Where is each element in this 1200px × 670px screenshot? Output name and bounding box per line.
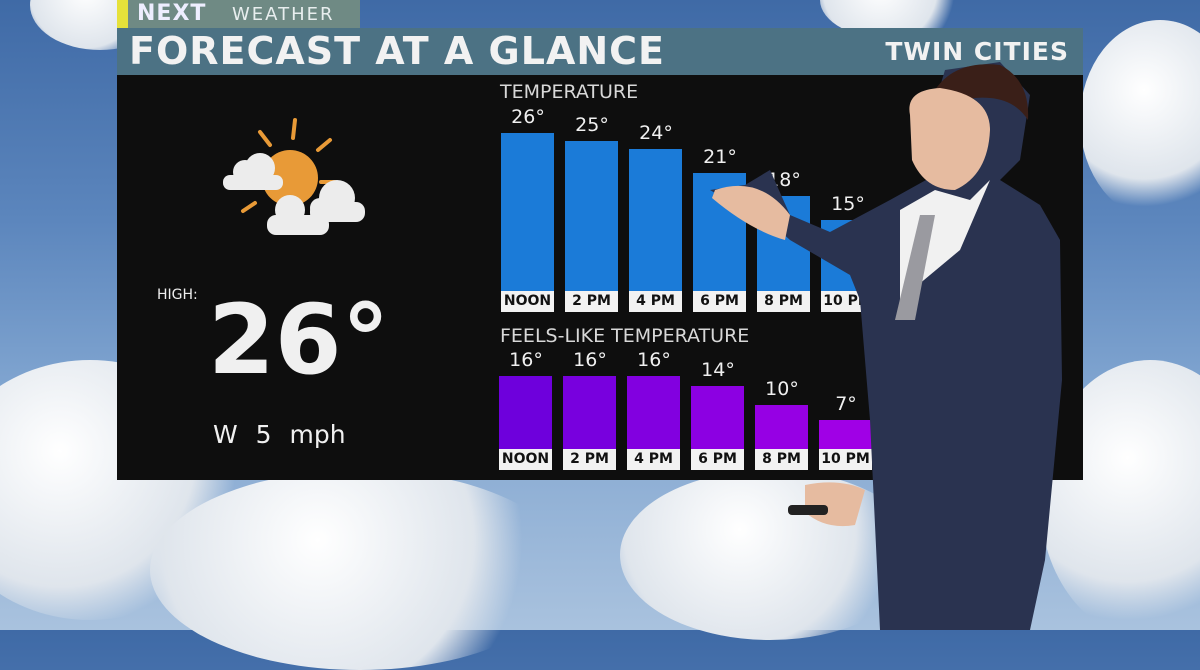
feels-like-value-label: 14° xyxy=(701,358,735,381)
temperature-time-label: NOON xyxy=(501,291,554,312)
feels-like-time-label: NOON xyxy=(499,449,552,470)
accent-bar xyxy=(117,0,128,28)
feels-like-bar xyxy=(819,419,872,449)
temperature-time-label: 4 PM xyxy=(629,291,682,312)
partly-sunny-icon xyxy=(223,118,365,235)
wind-readout: W 5 mph xyxy=(213,420,346,449)
feels-like-bar xyxy=(499,376,552,449)
feels-like-value-label: 7° xyxy=(835,392,857,415)
temperature-time-label: 2 PM xyxy=(565,291,618,312)
feels-like-time-label: 2 PM xyxy=(563,449,616,470)
feels-like-bar xyxy=(755,405,808,449)
temperature-time-label: 8 PM xyxy=(757,291,810,312)
feels-like-time-label: 8 PM xyxy=(755,449,808,470)
feels-like-value-label: 16° xyxy=(573,349,607,372)
temperature-time-label: 6 PM xyxy=(693,291,746,312)
temperature-value-label: 21° xyxy=(703,145,737,168)
feels-like-value-label: 16° xyxy=(509,349,543,372)
temperature-bar xyxy=(501,133,554,291)
feels-like-bar xyxy=(627,376,680,449)
temperature-chart-title: TEMPERATURE xyxy=(500,81,639,103)
temperature-bar xyxy=(629,148,682,291)
high-label: HIGH: xyxy=(157,287,198,303)
feels-like-time-label: 6 PM xyxy=(691,449,744,470)
feels-like-bar xyxy=(691,385,744,449)
feels-like-value-label: 16° xyxy=(637,349,671,372)
temperature-value-label: 25° xyxy=(575,113,609,136)
feels-like-value-label: 10° xyxy=(765,378,799,401)
feels-like-time-label: 10 PM xyxy=(819,449,872,470)
location-label: TWIN CITIES xyxy=(885,37,1069,66)
temperature-bar xyxy=(565,140,618,291)
temperature-value-label: 26° xyxy=(511,106,545,128)
feels-like-time-label: 4 PM xyxy=(627,449,680,470)
page-title: FORECAST AT A GLANCE xyxy=(129,29,666,73)
feels-like-bar xyxy=(563,376,616,449)
brand-section: WEATHER xyxy=(232,4,335,25)
temperature-value-label: 24° xyxy=(639,121,673,144)
brand-tag: NEXT WEATHER xyxy=(117,0,360,28)
presenter-figure xyxy=(710,62,1062,630)
header-bar: FORECAST AT A GLANCE TWIN CITIES xyxy=(117,28,1083,75)
temperature-value-label: 15° xyxy=(831,192,865,215)
brand-logo: NEXT xyxy=(137,1,207,26)
feels-like-chart-title: FEELS-LIKE TEMPERATURE xyxy=(500,325,750,347)
high-value: 26° xyxy=(208,284,390,396)
